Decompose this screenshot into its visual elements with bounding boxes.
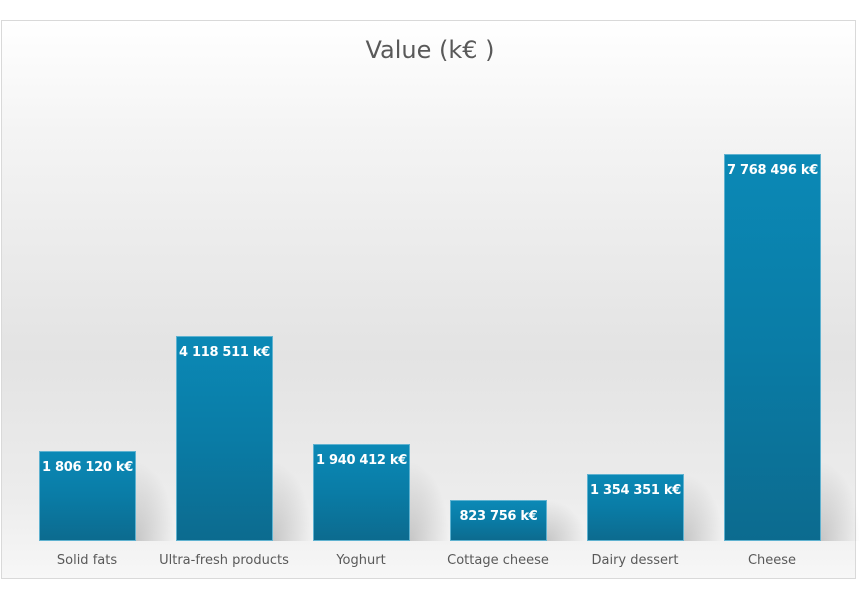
chart-frame [1, 20, 856, 579]
data-label: 1 940 412 k€ [316, 453, 407, 468]
bar-shadow [684, 474, 724, 541]
bar-shadow [136, 461, 176, 541]
bar-yoghurt: 1 940 412 k€ [313, 444, 410, 541]
bar-shadow [821, 461, 860, 541]
data-label: 4 118 511 k€ [179, 345, 270, 360]
bar-shadow [273, 461, 313, 541]
bar-cheese: 7 768 496 k€ [724, 154, 821, 541]
chart-title: Value (k€ ) [365, 36, 495, 64]
bar-shadow [547, 500, 587, 541]
bar-cottage-cheese: 823 756 k€ [450, 500, 547, 541]
category-label: Yoghurt [336, 553, 386, 568]
category-label: Ultra-fresh products [159, 553, 289, 568]
bar-ultra-fresh-products: 4 118 511 k€ [176, 336, 273, 541]
category-label: Dairy dessert [591, 553, 679, 568]
category-label: Solid fats [56, 553, 118, 568]
category-label: Cheese [747, 553, 797, 568]
bar-dairy-dessert: 1 354 351 k€ [587, 474, 684, 541]
data-label: 1 354 351 k€ [590, 483, 681, 498]
data-label: 7 768 496 k€ [727, 163, 818, 178]
data-label: 1 806 120 k€ [42, 460, 133, 475]
data-label: 823 756 k€ [459, 509, 538, 524]
bar-solid-fats: 1 806 120 k€ [39, 451, 136, 541]
bar-shadow [410, 461, 450, 541]
category-label: Cottage cheese [447, 553, 549, 568]
